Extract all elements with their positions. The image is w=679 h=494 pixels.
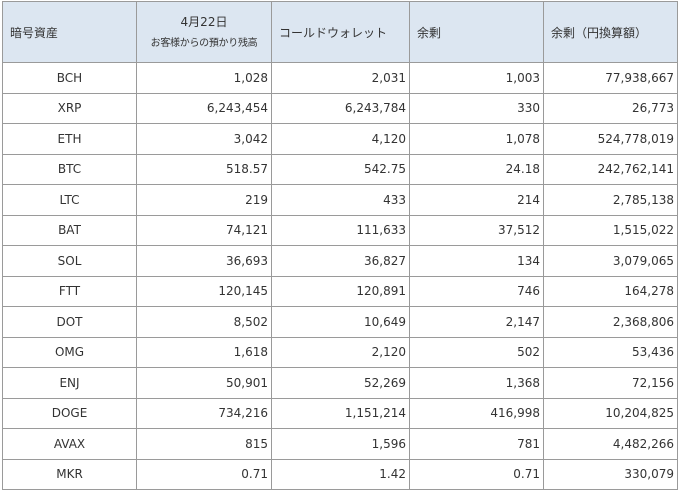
cell-surplus-jpy: 164,278 xyxy=(543,275,678,307)
cell-surplus: 0.71 xyxy=(409,458,544,490)
cell-cold-wallet: 542.75 xyxy=(271,153,410,185)
header-surplus-jpy: 余剰（円換算額） xyxy=(543,1,678,63)
cell-symbol: DOGE xyxy=(2,397,137,429)
cell-surplus: 416,998 xyxy=(409,397,544,429)
cell-symbol: BAT xyxy=(2,214,137,246)
table-row: XRP 6,243,454 6,243,784 330 26,773 xyxy=(2,92,678,124)
cell-customer-balance: 3,042 xyxy=(136,123,272,155)
cell-symbol: ETH xyxy=(2,123,137,155)
cell-cold-wallet: 433 xyxy=(271,184,410,216)
cell-cold-wallet: 1,596 xyxy=(271,428,410,460)
table-row: LTC 219 433 214 2,785,138 xyxy=(2,184,678,216)
cell-cold-wallet: 1,151,214 xyxy=(271,397,410,429)
cell-surplus: 502 xyxy=(409,336,544,368)
cell-cold-wallet: 1.42 xyxy=(271,458,410,490)
cell-customer-balance: 36,693 xyxy=(136,245,272,277)
header-asset: 暗号資産 xyxy=(2,1,137,63)
cell-symbol: OMG xyxy=(2,336,137,368)
cell-surplus-jpy: 2,785,138 xyxy=(543,184,678,216)
table-row: SOL 36,693 36,827 134 3,079,065 xyxy=(2,245,678,277)
table-row: DOGE 734,216 1,151,214 416,998 10,204,825 xyxy=(2,397,678,429)
header-surplus: 余剰 xyxy=(409,1,544,63)
cell-surplus: 1,368 xyxy=(409,367,544,399)
cell-cold-wallet: 120,891 xyxy=(271,275,410,307)
cell-customer-balance: 74,121 xyxy=(136,214,272,246)
cell-cold-wallet: 6,243,784 xyxy=(271,92,410,124)
cell-surplus-jpy: 26,773 xyxy=(543,92,678,124)
cell-surplus: 1,078 xyxy=(409,123,544,155)
cell-symbol: AVAX xyxy=(2,428,137,460)
cell-customer-balance: 120,145 xyxy=(136,275,272,307)
header-date: 4月22日 お客様からの預かり残高 xyxy=(136,1,272,63)
cell-customer-balance: 6,243,454 xyxy=(136,92,272,124)
table-row: BTC 518.57 542.75 24.18 242,762,141 xyxy=(2,153,678,185)
cell-symbol: ENJ xyxy=(2,367,137,399)
cell-symbol: BCH xyxy=(2,62,137,94)
table-body: BCH 1,028 2,031 1,003 77,938,667 XRP 6,243,454… xyxy=(2,62,678,490)
table-row: BAT 74,121 111,633 37,512 1,515,022 xyxy=(2,214,678,246)
cell-surplus-jpy: 1,515,022 xyxy=(543,214,678,246)
cell-symbol: MKR xyxy=(2,458,137,490)
table-row: DOT 8,502 10,649 2,147 2,368,806 xyxy=(2,306,678,338)
cell-cold-wallet: 52,269 xyxy=(271,367,410,399)
cell-symbol: FTT xyxy=(2,275,137,307)
table-row: FTT 120,145 120,891 746 164,278 xyxy=(2,275,678,307)
table-row: MKR 0.71 1.42 0.71 330,079 xyxy=(2,458,678,490)
cell-symbol: XRP xyxy=(2,92,137,124)
table-header: 暗号資産 4月22日 お客様からの預かり残高 コールドウォレット 余剰 余剰（円… xyxy=(2,1,678,63)
cell-customer-balance: 1,618 xyxy=(136,336,272,368)
cell-surplus-jpy: 72,156 xyxy=(543,367,678,399)
cell-surplus-jpy: 524,778,019 xyxy=(543,123,678,155)
cell-surplus-jpy: 53,436 xyxy=(543,336,678,368)
table-row: ENJ 50,901 52,269 1,368 72,156 xyxy=(2,367,678,399)
cell-symbol: SOL xyxy=(2,245,137,277)
cell-customer-balance: 815 xyxy=(136,428,272,460)
cell-cold-wallet: 10,649 xyxy=(271,306,410,338)
cell-surplus-jpy: 77,938,667 xyxy=(543,62,678,94)
cell-symbol: BTC xyxy=(2,153,137,185)
table-row: ETH 3,042 4,120 1,078 524,778,019 xyxy=(2,123,678,155)
cell-surplus: 214 xyxy=(409,184,544,216)
cell-surplus: 781 xyxy=(409,428,544,460)
cell-surplus-jpy: 242,762,141 xyxy=(543,153,678,185)
cell-cold-wallet: 111,633 xyxy=(271,214,410,246)
header-date-sub: お客様からの預かり残高 xyxy=(150,37,258,49)
cell-surplus: 330 xyxy=(409,92,544,124)
cell-surplus: 1,003 xyxy=(409,62,544,94)
cell-surplus-jpy: 4,482,266 xyxy=(543,428,678,460)
cell-cold-wallet: 2,031 xyxy=(271,62,410,94)
cell-surplus-jpy: 330,079 xyxy=(543,458,678,490)
cell-cold-wallet: 2,120 xyxy=(271,336,410,368)
cell-customer-balance: 734,216 xyxy=(136,397,272,429)
cell-customer-balance: 219 xyxy=(136,184,272,216)
header-cold-wallet: コールドウォレット xyxy=(271,1,410,63)
cell-symbol: LTC xyxy=(2,184,137,216)
table-row: AVAX 815 1,596 781 4,482,266 xyxy=(2,428,678,460)
cell-customer-balance: 50,901 xyxy=(136,367,272,399)
table-row: OMG 1,618 2,120 502 53,436 xyxy=(2,336,678,368)
cell-customer-balance: 518.57 xyxy=(136,153,272,185)
cell-surplus: 24.18 xyxy=(409,153,544,185)
cell-surplus: 134 xyxy=(409,245,544,277)
cell-customer-balance: 8,502 xyxy=(136,306,272,338)
cell-surplus-jpy: 10,204,825 xyxy=(543,397,678,429)
cell-customer-balance: 1,028 xyxy=(136,62,272,94)
cell-cold-wallet: 4,120 xyxy=(271,123,410,155)
header-date-label: 4月22日 xyxy=(180,14,228,29)
cell-surplus-jpy: 3,079,065 xyxy=(543,245,678,277)
table-row: BCH 1,028 2,031 1,003 77,938,667 xyxy=(2,62,678,94)
cell-customer-balance: 0.71 xyxy=(136,458,272,490)
cell-surplus: 746 xyxy=(409,275,544,307)
cell-surplus: 2,147 xyxy=(409,306,544,338)
cell-symbol: DOT xyxy=(2,306,137,338)
cell-cold-wallet: 36,827 xyxy=(271,245,410,277)
cell-surplus-jpy: 2,368,806 xyxy=(543,306,678,338)
header-row: 暗号資産 4月22日 お客様からの預かり残高 コールドウォレット 余剰 余剰（円… xyxy=(2,1,678,63)
cell-surplus: 37,512 xyxy=(409,214,544,246)
